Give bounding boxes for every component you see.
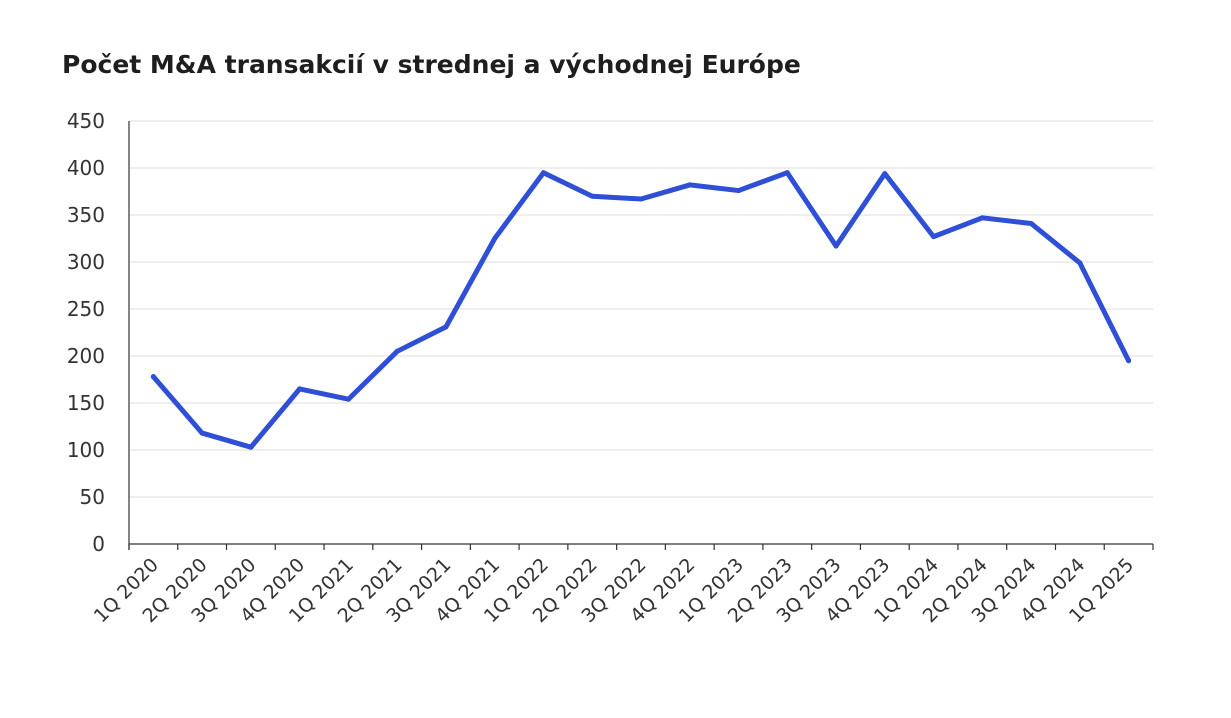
- axes: [128, 121, 1154, 550]
- series: [150, 170, 1132, 450]
- data-point: [979, 215, 985, 221]
- data-point: [589, 193, 595, 199]
- y-tick-label-350: 350: [67, 203, 105, 227]
- data-point: [540, 170, 546, 176]
- y-tick-label-150: 150: [67, 391, 105, 415]
- y-axis-tick-labels: 0 50 100 150 200 250 300 350 400 450: [67, 109, 105, 556]
- data-point: [1077, 260, 1083, 266]
- data-point: [687, 182, 693, 188]
- gridlines: [129, 120, 1153, 498]
- y-tick-label-50: 50: [80, 485, 105, 509]
- data-point: [248, 444, 254, 450]
- data-point: [1028, 220, 1034, 226]
- data-point: [394, 348, 400, 354]
- data-point: [833, 243, 839, 249]
- data-point: [443, 324, 449, 330]
- y-tick-label-100: 100: [67, 438, 105, 462]
- y-tick-label-300: 300: [67, 250, 105, 274]
- data-point: [199, 430, 205, 436]
- data-point: [784, 170, 790, 176]
- data-point: [492, 236, 498, 241]
- data-point: [638, 196, 644, 202]
- data-point: [345, 396, 351, 402]
- y-tick-label-250: 250: [67, 297, 105, 321]
- y-tick-label-0: 0: [92, 532, 105, 556]
- data-point: [736, 188, 742, 194]
- data-point: [150, 374, 156, 380]
- data-point: [297, 386, 303, 392]
- y-tick-label-400: 400: [67, 156, 105, 180]
- data-point: [931, 234, 937, 240]
- chart-title: Počet M&A transakcií v strednej a východ…: [62, 50, 801, 79]
- data-point: [882, 171, 888, 177]
- data-point: [1126, 358, 1132, 364]
- y-tick-label-200: 200: [67, 344, 105, 368]
- series-line-0: [150, 170, 1132, 450]
- y-tick-label-450: 450: [67, 109, 105, 133]
